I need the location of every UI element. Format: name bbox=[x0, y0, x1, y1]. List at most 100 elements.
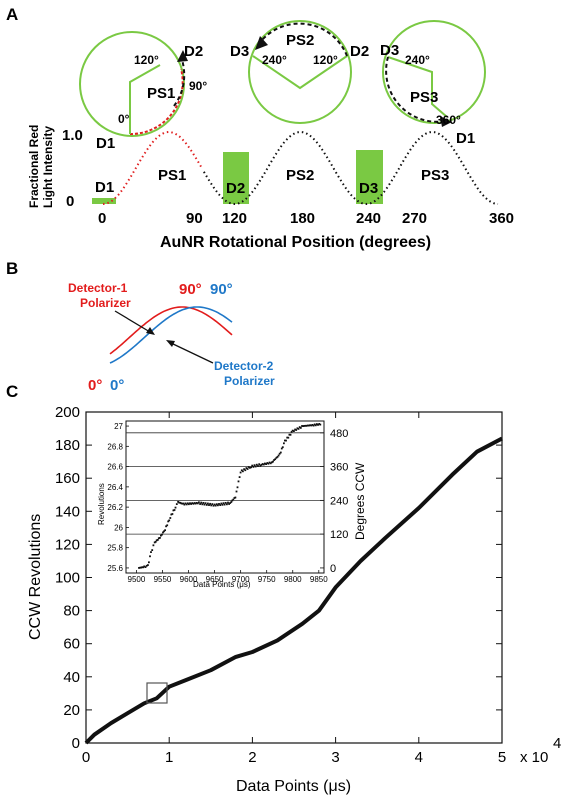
inset-point bbox=[286, 436, 289, 439]
inset-point bbox=[143, 565, 146, 568]
inset-point bbox=[171, 513, 174, 515]
inset-point bbox=[280, 447, 283, 450]
inset-point bbox=[308, 424, 310, 427]
inset-point bbox=[194, 502, 197, 505]
inset-ytick-label: 27 bbox=[114, 422, 123, 431]
inset-point bbox=[161, 533, 163, 536]
inset-point bbox=[196, 502, 199, 505]
circle-ps1: D2 120° 90° PS1 0° D1 bbox=[79, 31, 207, 152]
xtick-360: 360 bbox=[489, 210, 514, 227]
inset-point bbox=[213, 503, 216, 506]
inset-ytick-label: 26.4 bbox=[107, 483, 123, 492]
red-0-label: 0° bbox=[88, 377, 102, 394]
main-xtick-label: 2 bbox=[248, 749, 256, 766]
xtick-180: 180 bbox=[290, 210, 315, 227]
inset-point bbox=[217, 504, 219, 507]
intensity-plot: Fractional Red Light Intensity 1.0 0 D1 … bbox=[27, 125, 514, 251]
inset-point bbox=[152, 544, 155, 547]
inset-point bbox=[271, 461, 273, 464]
inset-point bbox=[224, 502, 227, 504]
region-d3-label: D3 bbox=[359, 180, 378, 197]
inset-point bbox=[222, 502, 225, 505]
inset-point bbox=[296, 427, 299, 430]
inset-point bbox=[251, 464, 254, 467]
circle-1-0: 0° bbox=[118, 112, 130, 126]
inset-point bbox=[301, 425, 303, 427]
inset-point bbox=[150, 551, 152, 553]
circle-ps2: D3 PS2 D2 240° 120° bbox=[230, 20, 369, 124]
inset-point bbox=[162, 531, 164, 534]
inset-point bbox=[174, 506, 177, 509]
circle-3-outline bbox=[382, 20, 486, 124]
inset-point bbox=[145, 564, 148, 567]
inset-point bbox=[159, 537, 161, 539]
main-ytick-label: 20 bbox=[63, 702, 80, 719]
inset-point bbox=[203, 503, 206, 506]
circle-1-d2: D2 bbox=[184, 43, 203, 60]
intensity-ylabel-2: Light Intensity bbox=[41, 126, 55, 208]
inset-point bbox=[237, 480, 240, 483]
inset-point bbox=[245, 467, 248, 469]
x-multiplier: x 10 bbox=[520, 749, 548, 766]
region-d1-bar bbox=[92, 198, 116, 204]
inset-point bbox=[190, 503, 192, 505]
inset-point bbox=[211, 503, 214, 505]
inset-point bbox=[141, 566, 144, 569]
circle-ps3: D3 240° PS3 360° D1 bbox=[380, 20, 486, 147]
inset-xtick-label: 9750 bbox=[258, 575, 276, 584]
inset-xtick-label: 9850 bbox=[310, 575, 328, 584]
inset-point bbox=[318, 423, 321, 425]
inset-point bbox=[168, 519, 171, 522]
inset-point bbox=[293, 430, 295, 432]
circle-1-outline bbox=[79, 31, 185, 137]
inset-point bbox=[295, 429, 298, 431]
inset-point bbox=[227, 501, 229, 504]
inset-point bbox=[172, 509, 175, 512]
inset-point bbox=[140, 566, 142, 569]
inset-point bbox=[250, 466, 252, 469]
detector-2-pointer bbox=[170, 342, 214, 364]
inset-point bbox=[157, 537, 160, 540]
inset-point bbox=[247, 466, 250, 468]
inset-point bbox=[195, 502, 198, 504]
inset-y2-ticks: 0 120 240 360 480 bbox=[320, 428, 348, 575]
inset-point bbox=[272, 460, 274, 463]
inset-point bbox=[186, 502, 189, 505]
inset-point bbox=[160, 534, 162, 537]
inset-point bbox=[260, 464, 263, 466]
inset-point bbox=[164, 529, 166, 532]
inset-point bbox=[167, 520, 170, 523]
main-ytick-label: 80 bbox=[63, 603, 80, 620]
inset-point bbox=[180, 502, 183, 505]
inset-point bbox=[234, 496, 237, 499]
inset-point bbox=[281, 446, 284, 449]
inset-point bbox=[314, 424, 317, 427]
inset-point bbox=[275, 456, 278, 459]
inset-x-ticks: 9500 9550 9600 9650 9700 9750 9800 9850 bbox=[128, 570, 328, 584]
main-ytick-label: 140 bbox=[55, 503, 80, 520]
inset-point bbox=[189, 502, 191, 505]
x-multiplier-exp: 4 bbox=[553, 735, 561, 752]
inset-point bbox=[317, 424, 319, 426]
inset-point bbox=[231, 499, 234, 502]
inset-point bbox=[312, 424, 315, 427]
circle-1-90: 90° bbox=[189, 79, 207, 93]
main-ytick-label: 200 bbox=[55, 404, 80, 421]
inset-point bbox=[291, 429, 294, 432]
inset-point bbox=[276, 456, 279, 458]
detector-1-label-2: Polarizer bbox=[80, 296, 131, 310]
inset-point bbox=[228, 503, 230, 505]
circle-1-ps1: PS1 bbox=[147, 85, 175, 102]
inset-point bbox=[299, 427, 302, 429]
panel-b-label: B bbox=[6, 259, 18, 278]
circle-3-arrow-arc bbox=[385, 56, 447, 123]
inset-point bbox=[319, 423, 322, 426]
detector-2-label-1: Detector-2 bbox=[214, 359, 274, 373]
circle-2-arrow-arc bbox=[261, 22, 348, 57]
inset-point bbox=[283, 442, 285, 445]
main-xtick-label: 4 bbox=[415, 749, 423, 766]
inset-point bbox=[209, 502, 211, 505]
circle-2-240: 240° bbox=[262, 53, 287, 67]
intensity-ylabel-1: Fractional Red bbox=[27, 125, 41, 208]
